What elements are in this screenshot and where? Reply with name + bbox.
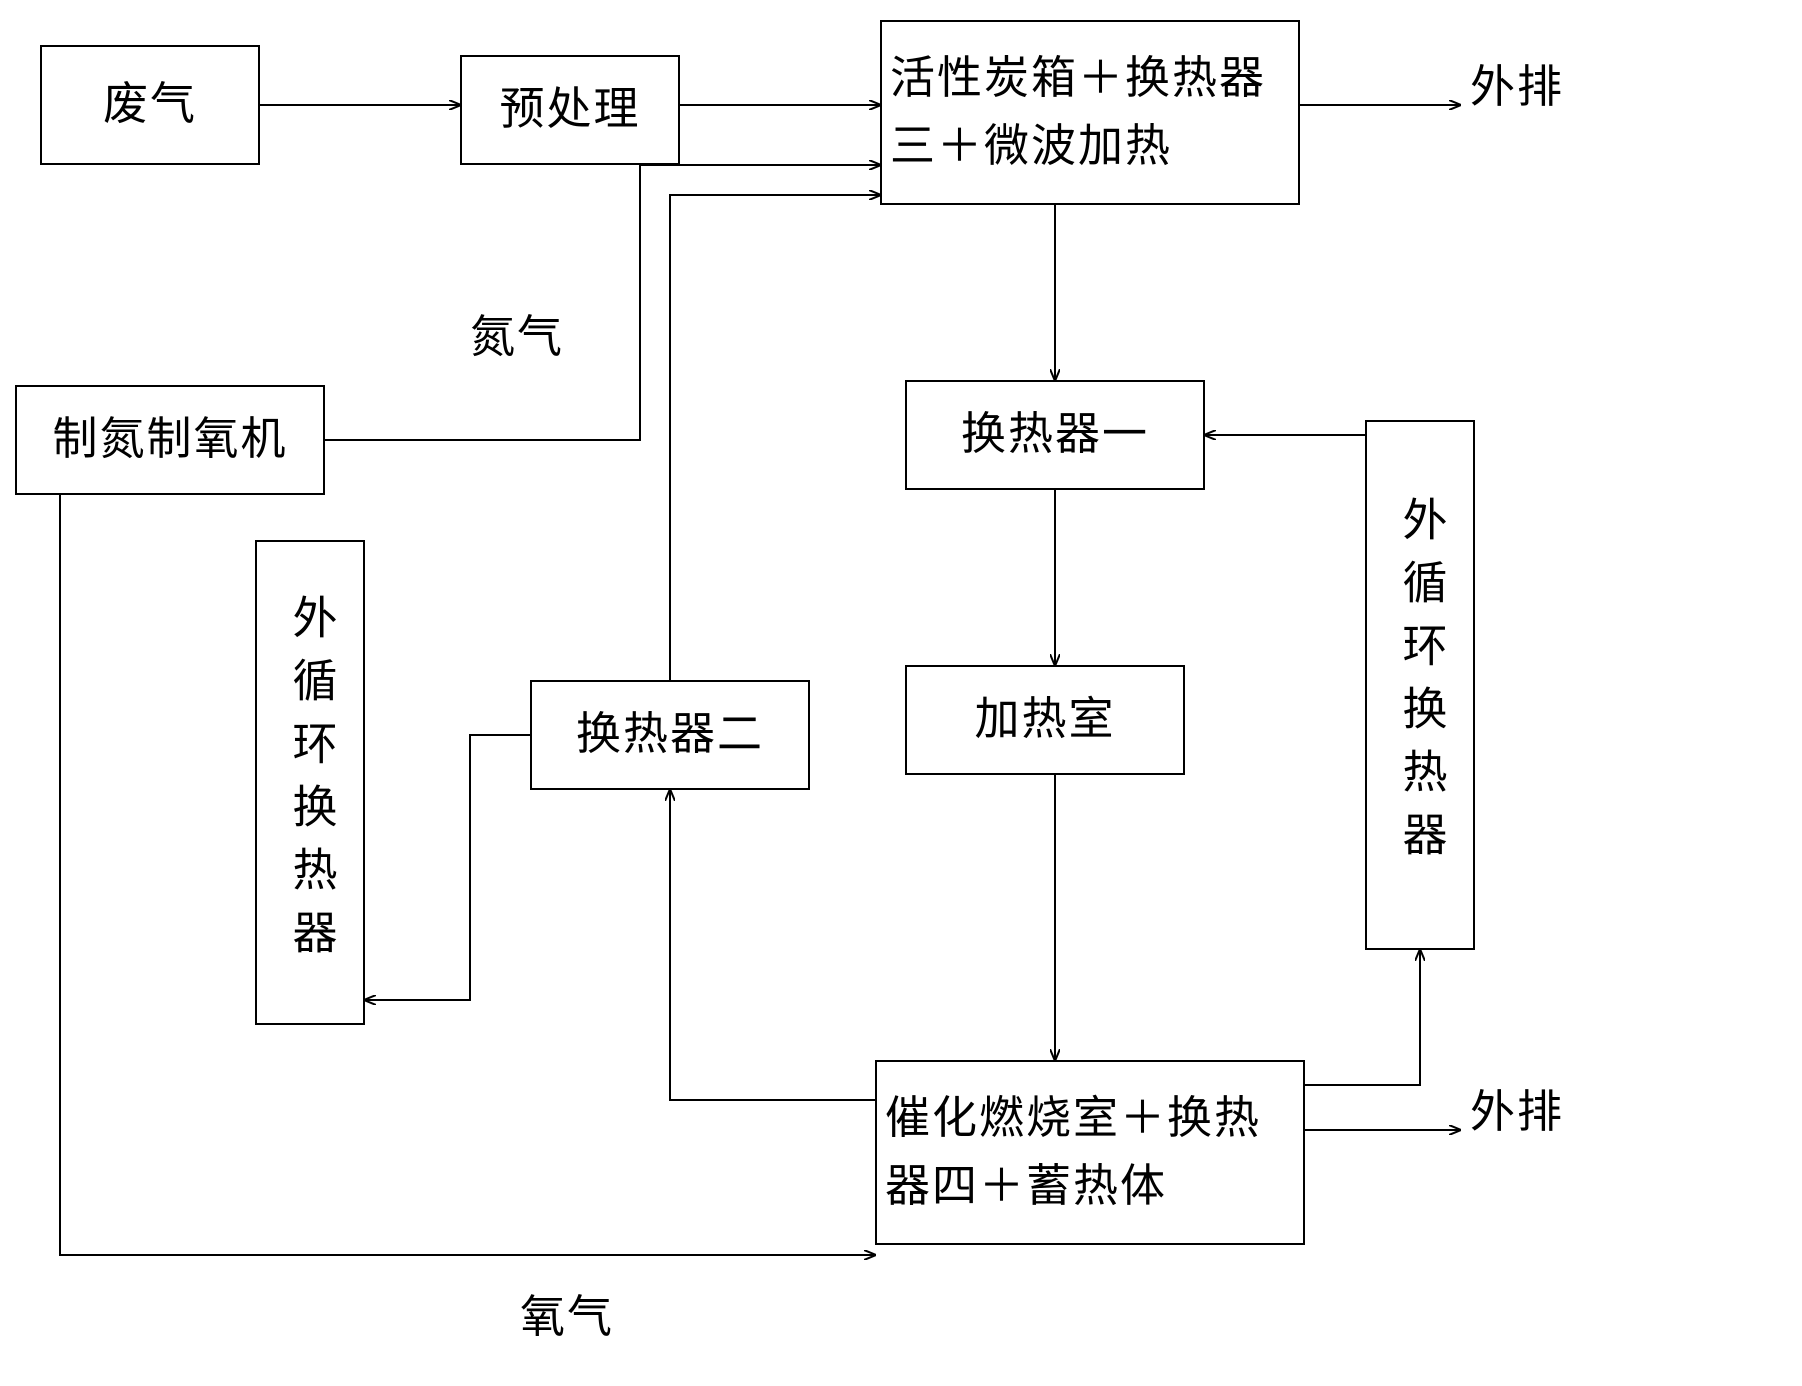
edge-n2o2_machine-to-carbon_box_nitrogen (325, 165, 880, 440)
node-ext-hx-right: 外循环换热器 (1365, 420, 1475, 950)
node-n2o2-machine: 制氮制氧机 (15, 385, 325, 495)
node-ext-hx-left-label: 外循环换热器 (288, 594, 333, 972)
node-hx1: 换热器一 (905, 380, 1205, 490)
node-cat-combustion-label: 催化燃烧室＋换热器四＋蓄热体 (885, 1085, 1295, 1220)
flowchart-canvas: 废气 预处理 活性炭箱＋换热器三＋微波加热 制氮制氧机 换热器一 加热室 换热器… (0, 0, 1802, 1386)
label-exhaust-top: 外排 (1470, 50, 1564, 115)
label-oxygen: 氧气 (520, 1280, 614, 1345)
node-hx1-label: 换热器一 (961, 401, 1149, 469)
node-carbon-box-label: 活性炭箱＋换热器三＋微波加热 (890, 45, 1290, 180)
label-nitrogen: 氮气 (470, 300, 564, 365)
node-hx2: 换热器二 (530, 680, 810, 790)
edge-hx2-to-carbon_box (670, 195, 880, 680)
node-ext-hx-right-label: 外循环换热器 (1398, 496, 1443, 874)
node-hx2-label: 换热器二 (576, 701, 764, 769)
edge-hx2-to-ext_hx_left (365, 735, 530, 1000)
node-heating-room-label: 加热室 (974, 686, 1115, 754)
node-n2o2-machine-label: 制氮制氧机 (52, 406, 287, 474)
node-waste-gas: 废气 (40, 45, 260, 165)
node-waste-gas-label: 废气 (103, 71, 197, 139)
node-ext-hx-left: 外循环换热器 (255, 540, 365, 1025)
node-pretreat: 预处理 (460, 55, 680, 165)
edge-cat_combustion-to-hx2 (670, 790, 875, 1100)
node-pretreat-label: 预处理 (499, 76, 640, 144)
label-exhaust-bot: 外排 (1470, 1075, 1564, 1140)
node-cat-combustion: 催化燃烧室＋换热器四＋蓄热体 (875, 1060, 1305, 1245)
node-heating-room: 加热室 (905, 665, 1185, 775)
node-carbon-box: 活性炭箱＋换热器三＋微波加热 (880, 20, 1300, 205)
edge-n2o2_machine-to-cat_combustion_oxygen (60, 495, 875, 1255)
edge-cat_combustion-to-ext_hx_right (1305, 950, 1420, 1085)
